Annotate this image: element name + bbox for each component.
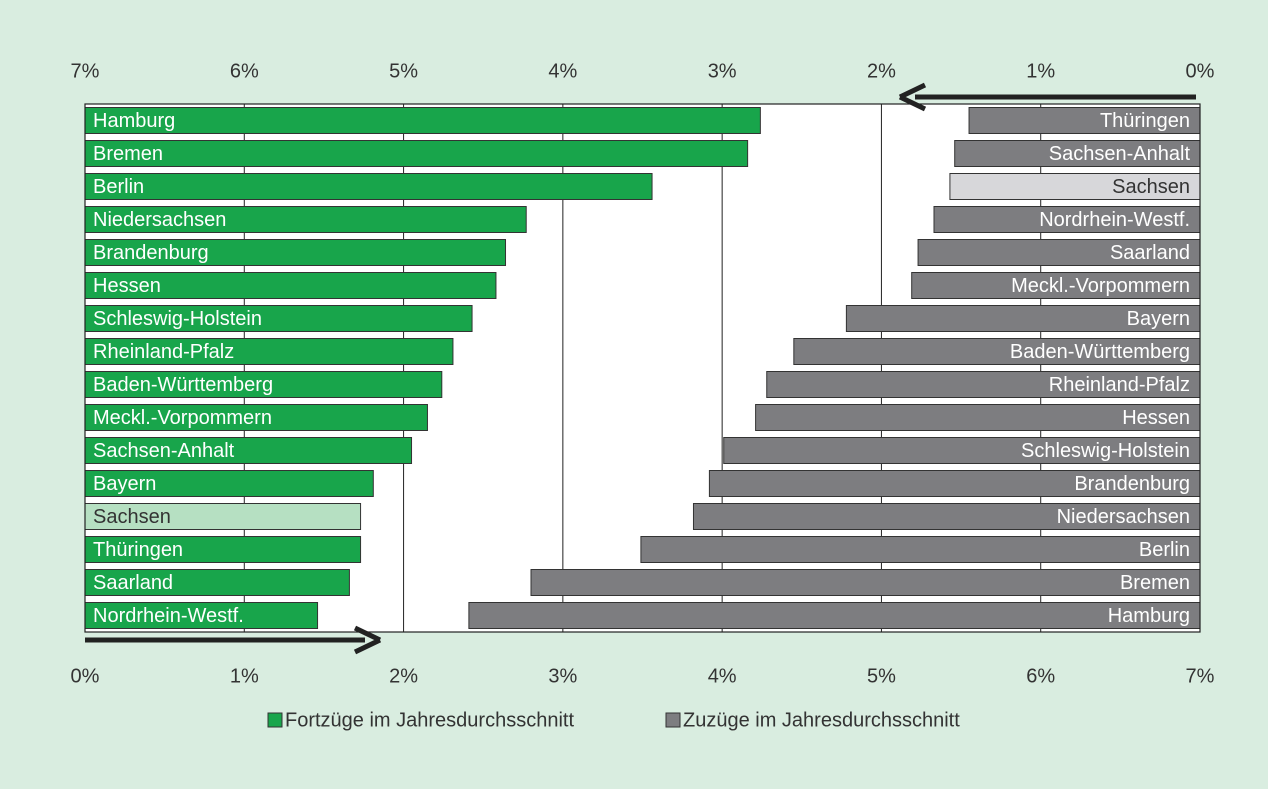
x-tick-label: 7%	[1186, 665, 1215, 687]
bar	[530, 569, 1201, 596]
bar	[84, 602, 319, 629]
bar-label: Bayern	[93, 473, 156, 495]
x-tick-label: 3%	[548, 665, 577, 687]
plot-frame	[84, 103, 1201, 633]
x2-tick-label: 7%	[71, 60, 100, 82]
bar	[84, 206, 527, 233]
bar-label: Baden-Württemberg	[1010, 341, 1190, 363]
bar-label: Hessen	[1122, 407, 1190, 429]
bar	[723, 437, 1201, 464]
bar-label: Meckl.-Vorpommern	[1011, 275, 1190, 297]
bar-label: Sachsen-Anhalt	[93, 440, 235, 462]
bar-label: Niedersachsen	[1057, 506, 1190, 528]
bar-label: Rheinland-Pfalz	[93, 341, 234, 363]
bar	[84, 569, 350, 596]
bar-label: Berlin	[93, 176, 144, 198]
bar-label: Brandenburg	[93, 242, 209, 264]
bar-label: Hessen	[93, 275, 161, 297]
bar-label: Schleswig-Holstein	[1021, 440, 1190, 462]
bar	[84, 305, 473, 332]
bar-label: Thüringen	[93, 539, 183, 561]
bar	[84, 437, 413, 464]
bar	[954, 140, 1201, 167]
bar-label: Rheinland-Pfalz	[1049, 374, 1190, 396]
x-tick-label: 2%	[389, 665, 418, 687]
bar	[84, 371, 443, 398]
legend-swatch	[267, 712, 283, 728]
bar	[692, 503, 1201, 530]
bar	[84, 338, 454, 365]
bar-label: Schleswig-Holstein	[93, 308, 262, 330]
x-tick-label: 5%	[867, 665, 896, 687]
bar-label: Hamburg	[93, 110, 175, 132]
bar	[755, 404, 1201, 431]
arrows	[85, 82, 1196, 655]
bar	[793, 338, 1201, 365]
bar	[84, 239, 507, 266]
x-tick-label: 1%	[230, 665, 259, 687]
bar-label: Berlin	[1139, 539, 1190, 561]
x2-tick-label: 0%	[1186, 60, 1215, 82]
bar	[917, 239, 1201, 266]
bar-label: Saarland	[93, 572, 173, 594]
bar	[468, 602, 1201, 629]
bar	[845, 305, 1201, 332]
bar-label: Bremen	[1120, 572, 1190, 594]
legend-label: Fortzüge im Jahresdurchsschnitt	[285, 709, 574, 731]
bar-label: Nordrhein-Westf.	[1039, 209, 1190, 231]
bar-label: Hamburg	[1108, 605, 1190, 627]
bar-label: Nordrhein-Westf.	[93, 605, 244, 627]
bar	[766, 371, 1201, 398]
bar-label: Saarland	[1110, 242, 1190, 264]
bar	[968, 107, 1201, 134]
x2-tick-label: 3%	[708, 60, 737, 82]
x2-tick-label: 4%	[548, 60, 577, 82]
bar-label: Bayern	[1127, 308, 1190, 330]
bar-label: Bremen	[93, 143, 163, 165]
bar	[84, 503, 362, 530]
bar-label: Meckl.-Vorpommern	[93, 407, 272, 429]
bar	[949, 173, 1201, 200]
x2-tick-label: 2%	[867, 60, 896, 82]
legend-swatch	[665, 712, 681, 728]
bar	[84, 173, 653, 200]
bar	[84, 404, 428, 431]
bar	[708, 470, 1201, 497]
x2-tick-label: 5%	[389, 60, 418, 82]
x2-tick-label: 6%	[230, 60, 259, 82]
bar	[911, 272, 1201, 299]
bar-label: Thüringen	[1100, 110, 1190, 132]
bar-label: Sachsen-Anhalt	[1049, 143, 1191, 165]
bar	[933, 206, 1201, 233]
x-tick-label: 0%	[71, 665, 100, 687]
bar-label: Baden-Württemberg	[93, 374, 273, 396]
bar	[84, 470, 374, 497]
bar	[84, 140, 749, 167]
bar	[640, 536, 1201, 563]
bar-label: Brandenburg	[1074, 473, 1190, 495]
bar-label: Niedersachsen	[93, 209, 226, 231]
x-tick-label: 6%	[1026, 665, 1055, 687]
bar-label: Sachsen	[1112, 176, 1190, 198]
legend-label: Zuzüge im Jahresdurchsschnitt	[683, 709, 960, 731]
bar-label: Sachsen	[93, 506, 171, 528]
x-tick-label: 4%	[708, 665, 737, 687]
bar	[84, 107, 761, 134]
x2-tick-label: 1%	[1026, 60, 1055, 82]
